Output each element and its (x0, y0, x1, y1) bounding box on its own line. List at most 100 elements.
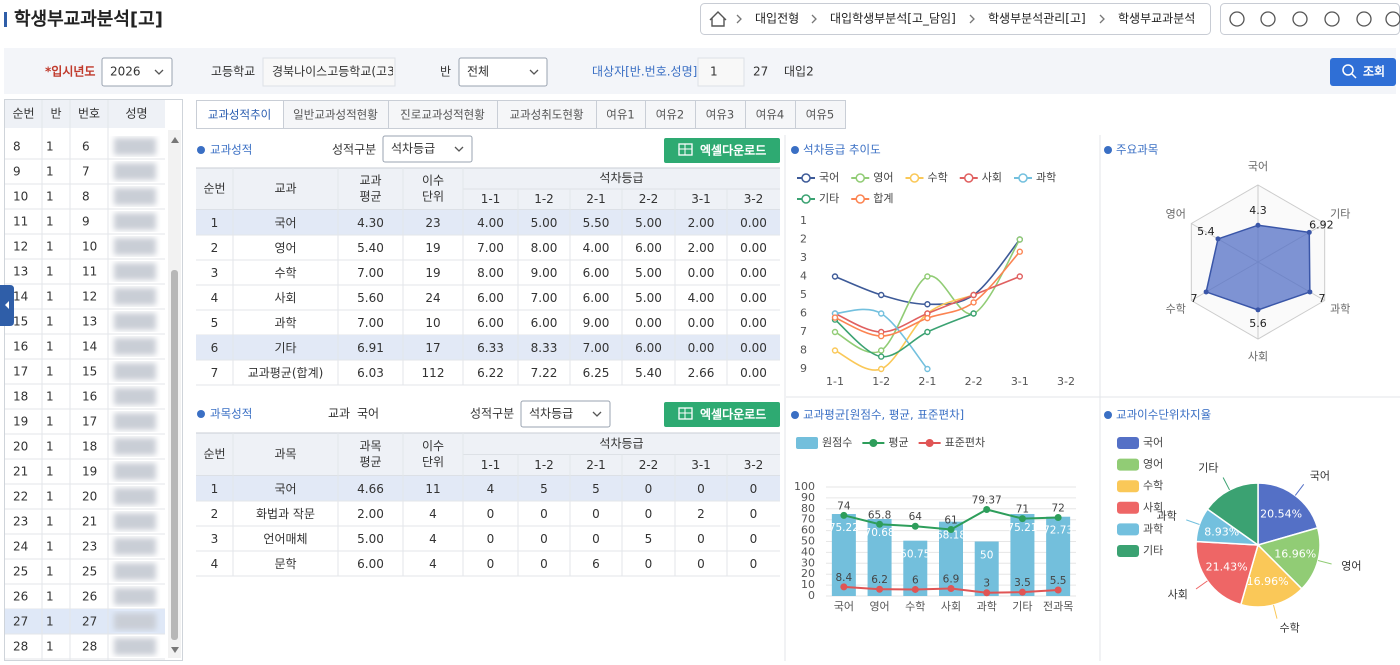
table-cell[interactable]: 1 (46, 565, 54, 579)
table-cell[interactable]: 21 (13, 465, 28, 479)
table-cell[interactable]: 20 (13, 440, 28, 454)
table-cell[interactable]: 1 (46, 290, 54, 304)
excel-button[interactable] (664, 402, 780, 427)
table-cell[interactable]: 9 (82, 215, 90, 229)
button-label[interactable]: 조회 (1363, 64, 1385, 79)
tab[interactable] (645, 100, 696, 129)
toolbar-icon[interactable] (1385, 11, 1400, 27)
tab[interactable] (596, 100, 646, 129)
tab[interactable] (497, 100, 597, 129)
table-cell[interactable]: 6 (82, 140, 90, 154)
table-cell[interactable]: 8 (13, 140, 21, 154)
toolbar-icon[interactable] (1356, 11, 1372, 27)
tab-label[interactable]: 여유2 (656, 108, 684, 122)
select-value[interactable]: 석차등급 (529, 407, 573, 421)
table-cell[interactable]: 1 (46, 190, 54, 204)
table-cell[interactable]: 21 (82, 515, 97, 529)
tab-label[interactable]: 여유5 (806, 108, 834, 122)
breadcrumb-item[interactable]: 학생부분석관리[고] (988, 12, 1086, 26)
table-cell[interactable]: 24 (13, 540, 28, 554)
table-cell[interactable]: 1 (46, 240, 54, 254)
table-cell[interactable]: 14 (13, 290, 28, 304)
table-cell[interactable]: 1 (46, 140, 54, 154)
table-cell[interactable]: 17 (13, 365, 28, 379)
tab-label[interactable]: 교과성취도현황 (509, 108, 583, 122)
tab[interactable] (283, 100, 389, 129)
tab-label[interactable]: 여유1 (606, 108, 634, 122)
tab[interactable] (196, 100, 284, 129)
tab-label[interactable]: 여유4 (756, 108, 784, 122)
tab[interactable] (795, 100, 846, 129)
scroll-thumb[interactable] (171, 270, 178, 640)
select-box[interactable] (458, 57, 548, 87)
toolbar-icon[interactable] (1229, 11, 1245, 27)
table-cell[interactable]: 10 (82, 240, 97, 254)
table-cell[interactable]: 1 (46, 315, 54, 329)
breadcrumb-item[interactable]: 대입전형 (755, 12, 799, 26)
table-cell[interactable]: 12 (13, 240, 28, 254)
toolbar-icon[interactable] (1260, 11, 1276, 27)
table-cell[interactable]: 23 (82, 540, 97, 554)
breadcrumb-item[interactable]: 대입학생부분석[고_담임] (830, 12, 956, 26)
select-value[interactable]: 전체 (467, 65, 489, 79)
select-value[interactable]: 2026 (110, 65, 141, 79)
table-cell[interactable]: 1 (46, 265, 54, 279)
tab[interactable] (745, 100, 796, 129)
select-box[interactable] (101, 57, 173, 87)
table-cell[interactable]: 15 (13, 315, 28, 329)
table-cell[interactable]: 20 (82, 490, 97, 504)
button-label[interactable]: 엑셀다운로드 (700, 407, 766, 422)
table-cell[interactable]: 11 (82, 265, 97, 279)
table-cell[interactable]: 8 (82, 190, 90, 204)
table-cell[interactable]: 1 (46, 365, 54, 379)
table-cell[interactable]: 13 (13, 265, 28, 279)
table-cell[interactable]: 28 (13, 640, 28, 654)
toolbar-icon[interactable] (1292, 11, 1308, 27)
button-label[interactable]: 엑셀다운로드 (700, 143, 766, 158)
table-cell[interactable]: 19 (82, 465, 97, 479)
table-cell[interactable]: 26 (13, 590, 28, 604)
table-cell[interactable]: 1 (46, 490, 54, 504)
table-cell[interactable]: 1 (46, 465, 54, 479)
table-cell[interactable]: 10 (13, 190, 28, 204)
breadcrumb-item[interactable]: 학생부교과분석 (1118, 12, 1195, 26)
table-cell[interactable]: 25 (82, 565, 97, 579)
table-cell[interactable]: 11 (13, 215, 28, 229)
table-cell[interactable]: 18 (13, 390, 28, 404)
table-cell[interactable]: 28 (82, 640, 97, 654)
table-cell[interactable]: 1 (46, 615, 54, 629)
select-box[interactable] (520, 400, 611, 428)
tab-label[interactable]: 진로교과성적현황 (400, 108, 485, 122)
table-cell[interactable]: 16 (13, 340, 28, 354)
table-cell[interactable]: 23 (13, 515, 28, 529)
table-cell[interactable]: 26 (82, 590, 97, 604)
table-cell[interactable]: 14 (82, 340, 97, 354)
table-cell[interactable]: 15 (82, 365, 97, 379)
excel-button[interactable] (664, 138, 780, 163)
tab-label[interactable]: 일반교과성적현황 (293, 108, 378, 122)
tab-label[interactable]: 교과성적추이 (208, 108, 271, 122)
table-cell[interactable]: 27 (13, 615, 28, 629)
select-box[interactable] (382, 135, 473, 163)
home-icon[interactable] (709, 11, 727, 27)
table-cell[interactable]: 1 (46, 340, 54, 354)
table-cell[interactable]: 1 (46, 540, 54, 554)
table-cell[interactable]: 12 (82, 290, 97, 304)
table-cell[interactable]: 9 (13, 165, 21, 179)
table-cell[interactable]: 1 (46, 215, 54, 229)
table-cell[interactable]: 19 (13, 415, 28, 429)
table-cell[interactable]: 1 (46, 640, 54, 654)
table-cell[interactable]: 18 (82, 440, 97, 454)
tab[interactable] (695, 100, 746, 129)
table-cell[interactable]: 1 (46, 515, 54, 529)
tab-label[interactable]: 여유3 (706, 108, 734, 122)
table-cell[interactable]: 22 (13, 490, 28, 504)
table-cell[interactable]: 1 (46, 390, 54, 404)
table-cell[interactable]: 1 (46, 590, 54, 604)
select-value[interactable]: 석차등급 (391, 142, 435, 156)
table-cell[interactable]: 13 (82, 315, 97, 329)
table-cell[interactable]: 1 (46, 165, 54, 179)
table-cell[interactable]: 1 (46, 415, 54, 429)
table-cell[interactable]: 27 (82, 615, 97, 629)
table-cell[interactable]: 16 (82, 390, 97, 404)
